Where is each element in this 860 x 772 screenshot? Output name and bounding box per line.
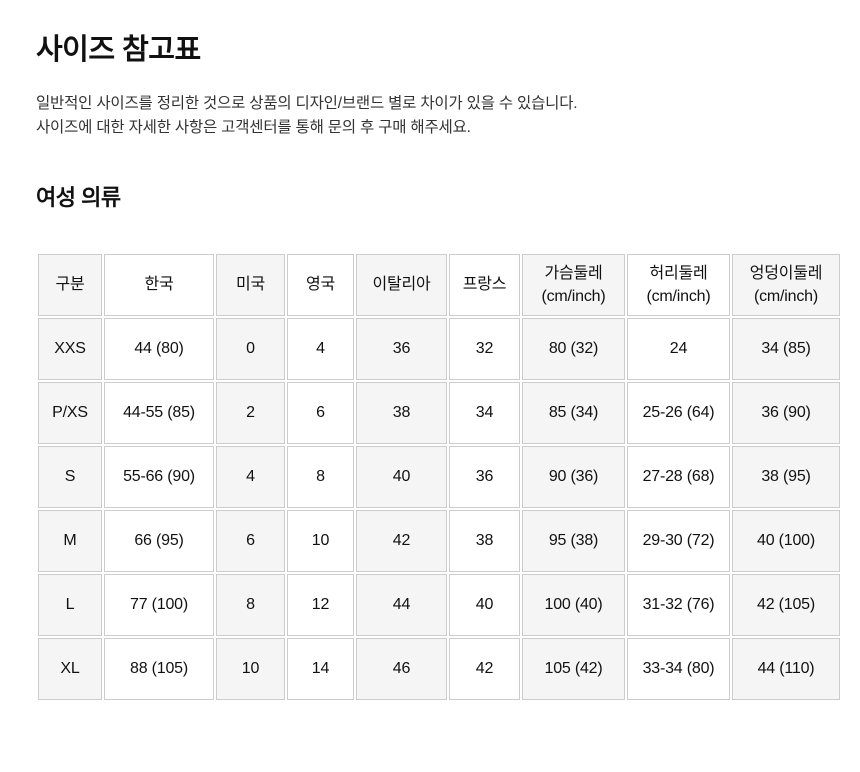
column-header-unit: (cm/inch) xyxy=(754,287,818,305)
size-value-cell: 10 xyxy=(216,637,285,700)
size-value-cell: 38 xyxy=(356,381,447,444)
size-value-cell: 40 xyxy=(356,445,447,508)
size-table-header-row: 구분 한국 미국 영국 이탈리아 프랑스 가슴둘레 (cm/inch) 허리둘레 (cm/inch… xyxy=(38,253,840,316)
column-header: 영국 xyxy=(287,253,354,316)
size-label-cell: XXS xyxy=(38,317,102,380)
size-value-cell: 6 xyxy=(287,381,354,444)
table-row: S 55-66 (90) 4 8 40 36 90 (36) 27-28 (68) 38 (95… xyxy=(38,445,840,508)
size-value-cell: 10 xyxy=(287,509,354,572)
column-header-unit: (cm/inch) xyxy=(646,287,711,305)
size-value-cell: 77 (100) xyxy=(104,573,214,636)
column-header-label: 가슴둘레 xyxy=(544,264,603,282)
size-value-cell: 55-66 (90) xyxy=(104,445,214,508)
size-value-cell: 90 (36) xyxy=(522,445,625,508)
column-header: 한국 xyxy=(104,253,214,316)
size-value-cell: 36 xyxy=(356,317,447,380)
size-table-body: XXS 44 (80) 0 4 36 32 80 (32) 24 34 (85) P/XS 44-5… xyxy=(38,317,840,700)
column-header: 허리둘레 (cm/inch) xyxy=(627,253,730,316)
size-label-cell: P/XS xyxy=(38,381,102,444)
size-value-cell: 66 (95) xyxy=(104,509,214,572)
size-label-cell: XL xyxy=(38,637,102,700)
size-value-cell: 34 (85) xyxy=(732,317,840,380)
column-header: 이탈리아 xyxy=(356,253,447,316)
size-value-cell: 46 xyxy=(356,637,447,700)
column-header-label: 허리둘레 xyxy=(649,264,708,282)
size-value-cell: 42 xyxy=(449,637,520,700)
column-header-label: 이탈리아 xyxy=(372,276,431,294)
page-description-line2: 사이즈에 대한 자세한 사항은 고객센터를 통해 문의 후 구매 해주세요. xyxy=(36,118,471,136)
column-header: 엉덩이둘레 (cm/inch) xyxy=(732,253,840,316)
table-row: M 66 (95) 6 10 42 38 95 (38) 29-30 (72) 40 (100) xyxy=(38,509,840,572)
table-row: P/XS 44-55 (85) 2 6 38 34 85 (34) 25-26 (64) 36 … xyxy=(38,381,840,444)
size-value-cell: 31-32 (76) xyxy=(627,573,730,636)
section-title-womens-clothing: 여성 의류 xyxy=(36,185,121,211)
size-value-cell: 12 xyxy=(287,573,354,636)
column-header-label: 영국 xyxy=(305,276,336,294)
table-row: L 77 (100) 8 12 44 40 100 (40) 31-32 (76) 42 (10… xyxy=(38,573,840,636)
size-value-cell: 85 (34) xyxy=(522,381,625,444)
size-value-cell: 4 xyxy=(216,445,285,508)
size-value-cell: 100 (40) xyxy=(522,573,625,636)
size-value-cell: 36 xyxy=(449,445,520,508)
size-label-cell: M xyxy=(38,509,102,572)
column-header-label: 엉덩이둘레 xyxy=(749,264,823,282)
size-value-cell: 27-28 (68) xyxy=(627,445,730,508)
size-value-cell: 44-55 (85) xyxy=(104,381,214,444)
size-value-cell: 14 xyxy=(287,637,354,700)
column-header: 미국 xyxy=(216,253,285,316)
size-label-cell: S xyxy=(38,445,102,508)
table-row: XXS 44 (80) 0 4 36 32 80 (32) 24 34 (85) xyxy=(38,317,840,380)
size-value-cell: 42 xyxy=(356,509,447,572)
size-value-cell: 34 xyxy=(449,381,520,444)
size-value-cell: 6 xyxy=(216,509,285,572)
size-value-cell: 8 xyxy=(287,445,354,508)
page-description-line1: 일반적인 사이즈를 정리한 것으로 상품의 디자인/브랜드 별로 차이가 있을 … xyxy=(36,95,578,113)
size-value-cell: 33-34 (80) xyxy=(627,637,730,700)
size-value-cell: 25-26 (64) xyxy=(627,381,730,444)
column-header: 가슴둘레 (cm/inch) xyxy=(522,253,625,316)
size-value-cell: 40 xyxy=(449,573,520,636)
column-header-label: 프랑스 xyxy=(462,276,507,294)
size-value-cell: 44 xyxy=(356,573,447,636)
size-value-cell: 95 (38) xyxy=(522,509,625,572)
size-value-cell: 0 xyxy=(216,317,285,380)
column-header-label: 한국 xyxy=(144,276,174,294)
column-header-label: 구분 xyxy=(55,276,85,294)
column-header: 구분 xyxy=(38,253,102,316)
column-header: 프랑스 xyxy=(449,253,520,316)
womens-size-table: 구분 한국 미국 영국 이탈리아 프랑스 가슴둘레 (cm/inch) 허리둘레 (cm/inch… xyxy=(36,252,842,702)
size-value-cell: 40 (100) xyxy=(732,509,840,572)
size-value-cell: 36 (90) xyxy=(732,381,840,444)
column-header-unit: (cm/inch) xyxy=(541,287,606,305)
size-value-cell: 2 xyxy=(216,381,285,444)
size-label-cell: L xyxy=(38,573,102,636)
size-value-cell: 8 xyxy=(216,573,285,636)
page-title: 사이즈 참고표 xyxy=(36,34,201,66)
size-value-cell: 29-30 (72) xyxy=(627,509,730,572)
column-header-label: 미국 xyxy=(235,276,266,294)
size-value-cell: 105 (42) xyxy=(522,637,625,700)
size-value-cell: 24 xyxy=(627,317,730,380)
size-value-cell: 4 xyxy=(287,317,354,380)
table-row: XL 88 (105) 10 14 46 42 105 (42) 33-34 (80) 44 (… xyxy=(38,637,840,700)
size-value-cell: 44 (110) xyxy=(732,637,840,700)
page-description: 일반적인 사이즈를 정리한 것으로 상품의 디자인/브랜드 별로 차이가 있을 … xyxy=(36,92,822,139)
size-value-cell: 88 (105) xyxy=(104,637,214,700)
size-value-cell: 44 (80) xyxy=(104,317,214,380)
size-value-cell: 32 xyxy=(449,317,520,380)
size-value-cell: 42 (105) xyxy=(732,573,840,636)
size-value-cell: 80 (32) xyxy=(522,317,625,380)
size-value-cell: 38 xyxy=(449,509,520,572)
size-value-cell: 38 (95) xyxy=(732,445,840,508)
